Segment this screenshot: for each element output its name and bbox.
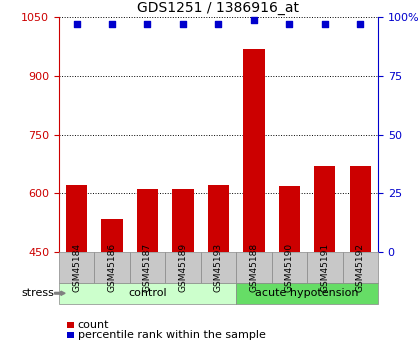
Text: GSM45189: GSM45189 <box>178 243 187 292</box>
Text: GSM45193: GSM45193 <box>214 243 223 292</box>
Point <box>144 21 151 27</box>
Text: GSM45190: GSM45190 <box>285 243 294 292</box>
Text: control: control <box>128 288 167 298</box>
Text: GSM45187: GSM45187 <box>143 243 152 292</box>
Point <box>286 21 293 27</box>
Point <box>357 21 364 27</box>
Text: percentile rank within the sample: percentile rank within the sample <box>78 330 266 340</box>
Bar <box>208 185 229 252</box>
Bar <box>279 186 300 252</box>
Title: GDS1251 / 1386916_at: GDS1251 / 1386916_at <box>137 1 299 15</box>
Bar <box>314 166 336 252</box>
Text: GSM45191: GSM45191 <box>320 243 329 292</box>
Bar <box>101 219 123 252</box>
Text: GSM45192: GSM45192 <box>356 243 365 292</box>
Point <box>215 21 222 27</box>
Point <box>250 17 257 22</box>
Text: count: count <box>78 320 109 330</box>
Bar <box>137 189 158 252</box>
Point <box>73 21 80 27</box>
Point <box>321 21 328 27</box>
Bar <box>243 49 265 252</box>
Bar <box>349 166 371 252</box>
Text: stress: stress <box>22 288 55 298</box>
Text: acute hypotension: acute hypotension <box>255 288 359 298</box>
Bar <box>66 185 87 252</box>
Point <box>180 21 186 27</box>
Text: GSM45188: GSM45188 <box>249 243 258 292</box>
Text: GSM45184: GSM45184 <box>72 243 81 292</box>
Point <box>109 21 116 27</box>
Bar <box>172 189 194 252</box>
Text: GSM45186: GSM45186 <box>108 243 116 292</box>
